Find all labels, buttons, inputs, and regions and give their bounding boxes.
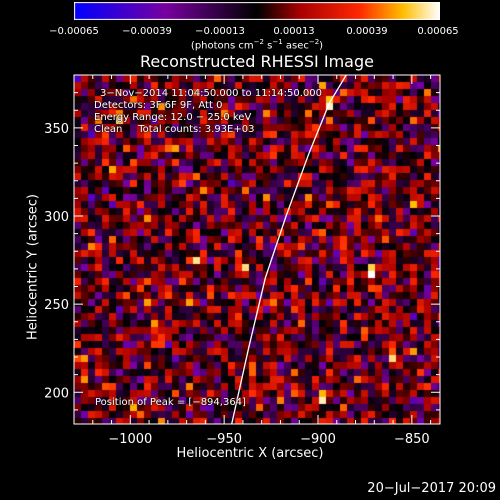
colorbar-tick-label: −0.00039	[122, 26, 172, 37]
x-tick-label: −1000	[108, 432, 152, 447]
y-tick-label: 350	[44, 122, 69, 137]
info-energy-range: Energy Range: 12.0 − 25.0 keV	[94, 112, 252, 123]
heatmap-image	[74, 75, 440, 424]
colorbar-units: (photons cm−2 s−1 asec−2)	[190, 38, 324, 52]
colorbar-tick-label: −0.00065	[49, 26, 99, 37]
y-tick-label: 250	[44, 298, 69, 313]
datestamp: 20−Jul−2017 20:09	[367, 481, 496, 496]
y-axis-label: Heliocentric Y (arcsec)	[25, 194, 41, 340]
x-axis-label: Heliocentric X (arcsec)	[176, 446, 324, 461]
colorbar	[74, 2, 440, 20]
info-time-range: 3−Nov−2014 11:04:50.000 to 11:14:50.000	[100, 88, 323, 99]
plot-frame	[73, 74, 441, 425]
info-clean-counts: Clean Total counts: 3.93E+03	[94, 124, 255, 135]
peak-position-label: Position of Peak = [−894,364]	[95, 397, 246, 408]
colorbar-tick-label: 0.00013	[273, 26, 315, 37]
x-tick-label: −900	[300, 432, 336, 447]
info-detectors: Detectors: 3F 6F 9F, Att 0	[94, 100, 223, 111]
y-tick-label: 300	[44, 210, 69, 225]
x-tick-label: −850	[394, 432, 430, 447]
y-tick-label: 200	[44, 386, 69, 401]
solar-limb-line	[231, 75, 347, 424]
x-tick-label: −950	[206, 432, 242, 447]
chart-title: Reconstructed RHESSI Image	[140, 52, 374, 71]
colorbar-tick-label: 0.00039	[346, 26, 388, 37]
colorbar-tick-label: −0.00013	[195, 26, 245, 37]
colorbar-tick-label: 0.00065	[417, 26, 459, 37]
